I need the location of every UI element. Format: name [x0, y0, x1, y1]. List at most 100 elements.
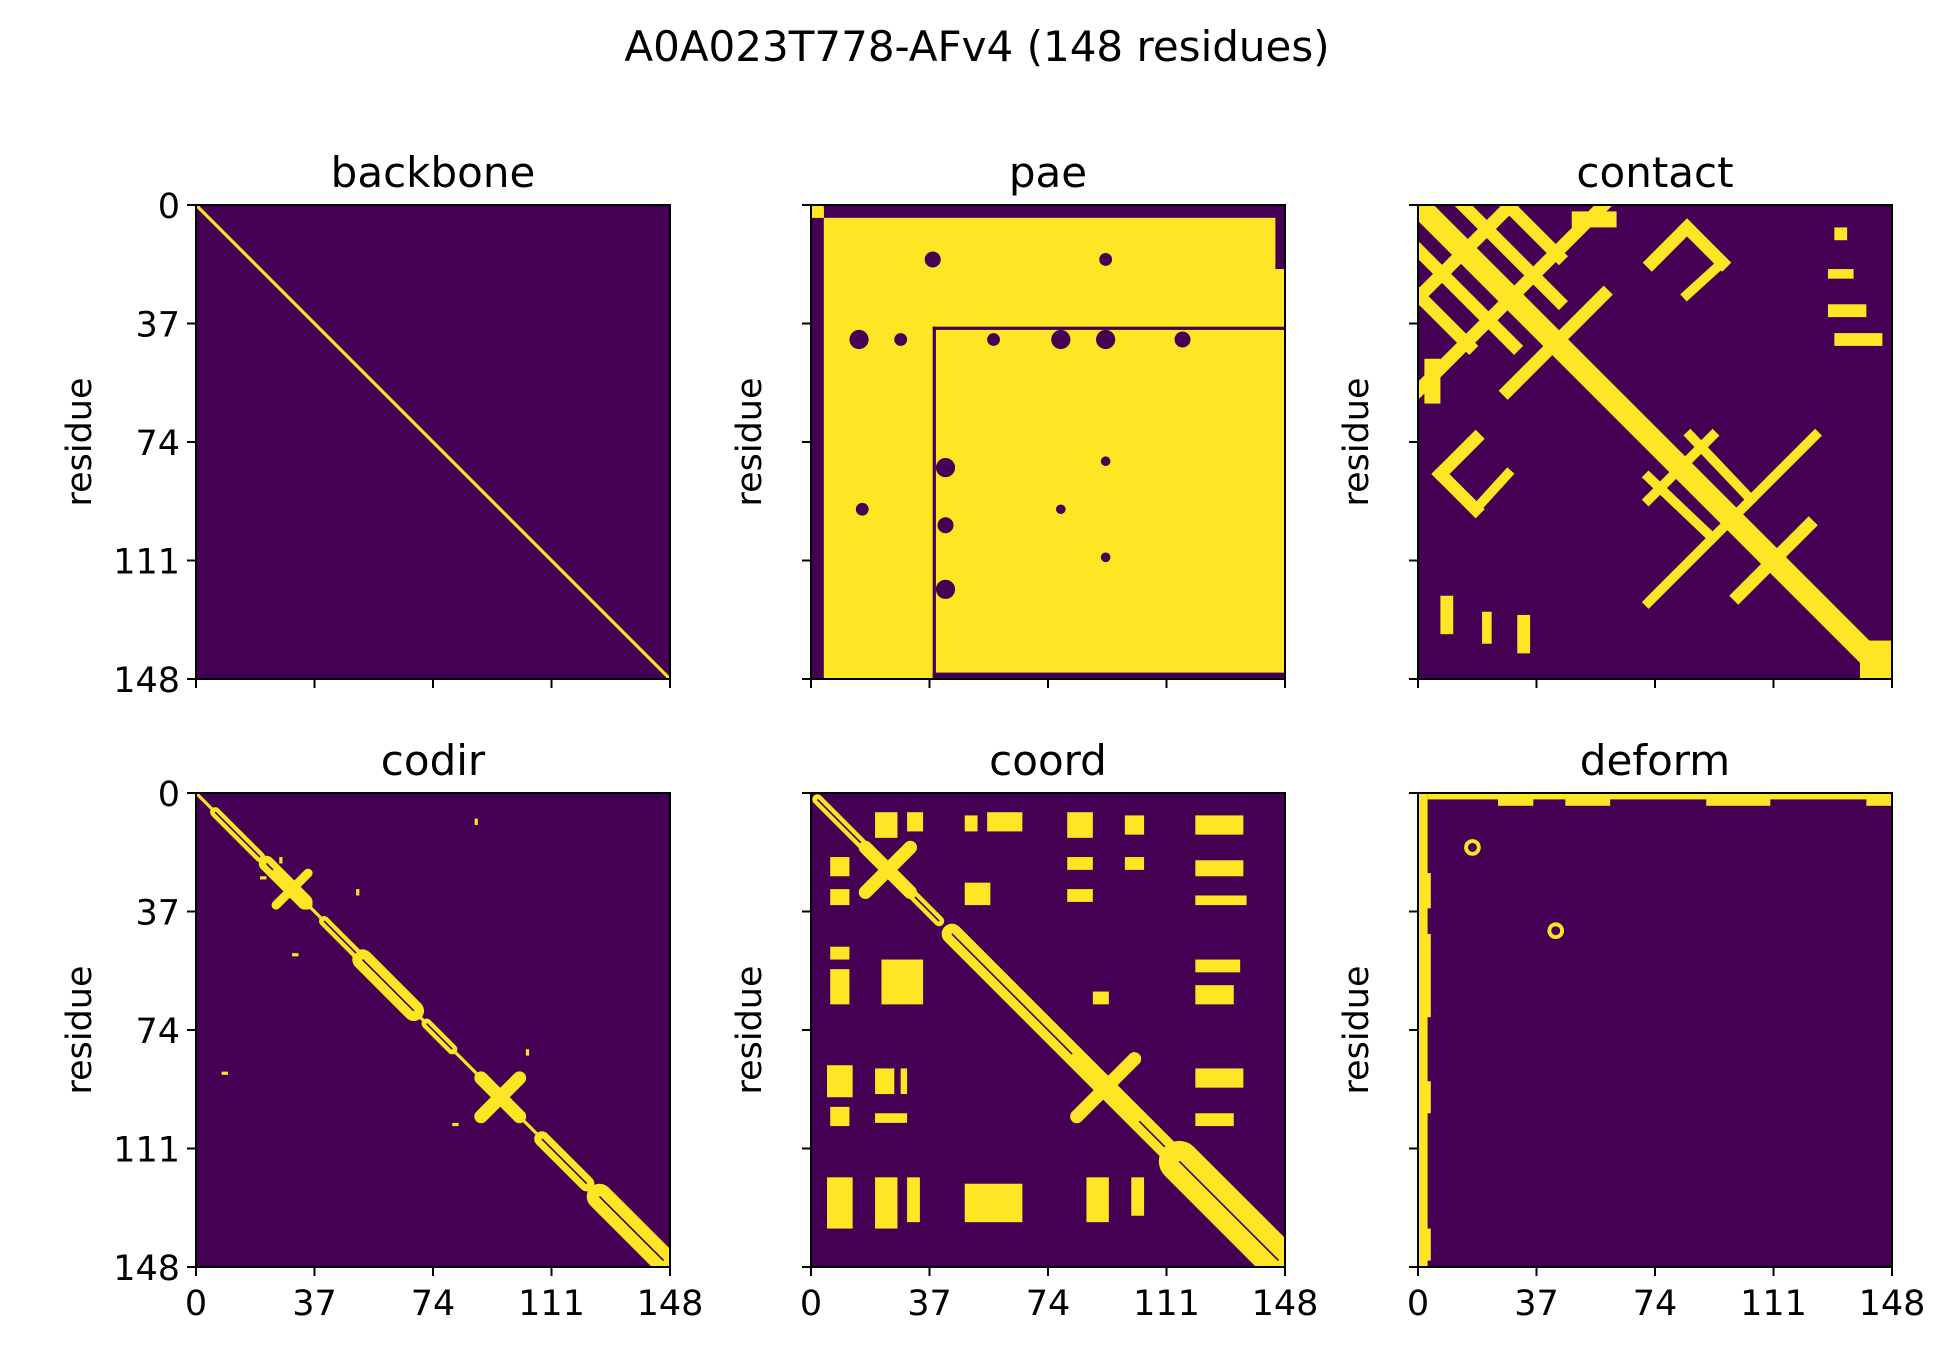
heatmap-feature-4-core — [361, 958, 415, 1012]
heatmap-feature-11 — [894, 333, 908, 346]
x-tick-label: 0 — [185, 1284, 207, 1324]
heatmap-feature-6 — [1498, 793, 1534, 806]
heatmap-feature-24 — [1482, 611, 1492, 644]
heatmap-feature-5 — [1418, 240, 1524, 355]
heatmap-feature-18 — [1468, 467, 1515, 517]
heatmap-feature-7 — [964, 815, 978, 832]
heatmap-feature-23 — [827, 1065, 853, 1098]
heatmap-feature-6 — [932, 326, 936, 679]
heatmap-cells — [196, 205, 670, 679]
y-tick-label: 148 — [113, 1249, 180, 1289]
heatmap-feature-3 — [1418, 933, 1431, 1018]
heatmap-feature-32 — [907, 1177, 920, 1223]
heatmap-feature-17 — [935, 458, 956, 478]
y-tick-label: 148 — [113, 661, 180, 701]
heatmap-feature-21 — [1827, 304, 1867, 318]
x-tick-label: 74 — [1633, 1284, 1678, 1324]
subplot-title: pae — [1009, 148, 1087, 197]
heatmap-feature-7 — [1498, 285, 1613, 400]
heatmap-feature-18 — [830, 889, 850, 906]
x-tick-label: 111 — [518, 1284, 585, 1324]
subplot-title: backbone — [331, 148, 536, 197]
heatmap-feature-19 — [1834, 227, 1848, 241]
heatmap-feature-9 — [924, 251, 941, 268]
y-tick-label: 111 — [113, 1131, 180, 1171]
y-tick-label: 74 — [135, 424, 180, 464]
heatmap-feature-8 — [1706, 793, 1771, 806]
heatmap-feature-0 — [1418, 205, 1892, 679]
heatmap-feature-26 — [1424, 358, 1441, 404]
x-tick-label: 37 — [907, 1284, 952, 1324]
heatmap-feature-0 — [196, 205, 670, 679]
y-axis-label: residue — [730, 377, 770, 506]
heatmap-feature-19 — [964, 882, 991, 906]
subplot-title: deform — [1580, 736, 1730, 785]
heatmap-feature-24 — [932, 672, 1285, 679]
heatmap-feature-3 — [1453, 205, 1568, 311]
y-axis-label: residue — [730, 965, 770, 1094]
panel-pae: pae residue — [730, 148, 1286, 688]
heatmap-feature-11 — [1547, 922, 1565, 940]
x-tick-label: 148 — [637, 1284, 704, 1324]
heatmap-feature-14 — [1096, 329, 1116, 350]
heatmap-feature-13 — [292, 953, 299, 957]
heatmap-feature-12 — [1195, 860, 1244, 877]
subplot-title: contact — [1576, 148, 1733, 197]
heatmap-feature-27 — [1571, 211, 1617, 228]
panel-coord: coord 0 37 74 111 148 residue — [730, 736, 1318, 1324]
y-axis-label: residue — [60, 965, 100, 1094]
heatmap-feature-14 — [1677, 218, 1732, 272]
heatmap-feature-2 — [811, 217, 824, 679]
heatmap-feature-9-core — [598, 1195, 665, 1262]
heatmap-feature-5 — [811, 205, 824, 218]
x-tick-label: 111 — [1133, 1284, 1200, 1324]
heatmap-feature-38 — [1092, 991, 1109, 1005]
y-axis-label: residue — [1337, 377, 1377, 506]
heatmap-cells — [1418, 793, 1892, 1267]
heatmap-cells — [811, 205, 1285, 679]
heatmap-feature-12 — [1641, 428, 1720, 507]
heatmap-feature-29 — [1195, 1113, 1234, 1127]
heatmap-feature-11 — [221, 1071, 229, 1075]
heatmap-feature-25 — [1517, 614, 1531, 654]
heatmap-feature-22 — [1100, 456, 1111, 467]
heatmap-feature-8 — [987, 812, 1023, 832]
x-tick-label: 74 — [411, 1284, 456, 1324]
heatmap-feature-33 — [964, 1183, 1023, 1223]
heatmap-feature-25 — [900, 1068, 908, 1095]
heatmap-feature-7 — [932, 326, 1285, 330]
heatmap-feature-20 — [1827, 269, 1854, 279]
heatmap-feature-2 — [1418, 205, 1613, 400]
heatmap-feature-21 — [1056, 504, 1066, 515]
x-tick-label: 148 — [1859, 1284, 1926, 1324]
heatmap-feature-23 — [1440, 595, 1454, 635]
heatmap-feature-26 — [830, 1106, 850, 1127]
y-tick-label: 0 — [158, 775, 180, 815]
heatmap-feature-13 — [1195, 895, 1247, 906]
heatmap-feature-11 — [1195, 815, 1244, 835]
heatmap-cells — [1418, 205, 1892, 679]
heatmap-feature-16 — [1431, 464, 1485, 519]
heatmap-feature-13 — [1642, 218, 1697, 272]
heatmap-feature-36 — [1195, 959, 1241, 973]
heatmap-feature-7 — [1565, 793, 1611, 806]
heatmap-feature-17 — [830, 857, 850, 877]
heatmap-feature-15 — [452, 1122, 459, 1127]
heatmap-feature-16 — [1124, 857, 1145, 870]
y-tick-label: 37 — [135, 894, 180, 934]
heatmap-feature-5 — [875, 812, 898, 838]
heatmap-feature-10 — [1464, 839, 1481, 856]
heatmap-feature-4-core — [1178, 1160, 1280, 1262]
heatmap-feature-0 — [1418, 793, 1428, 1267]
heatmap-feature-6-core — [426, 1023, 453, 1050]
heatmap-feature-10 — [474, 818, 478, 826]
heatmap-feature-4 — [1418, 1081, 1431, 1114]
heatmap-feature-1-b — [858, 840, 918, 900]
heatmap-cells — [196, 793, 670, 1267]
heatmap-feature-9 — [1641, 428, 1822, 609]
y-axis-label: residue — [1337, 965, 1377, 1094]
heatmap-feature-5 — [1418, 1228, 1431, 1261]
heatmap-feature-14 — [525, 1049, 530, 1056]
heatmap-feature-17 — [1431, 429, 1485, 484]
